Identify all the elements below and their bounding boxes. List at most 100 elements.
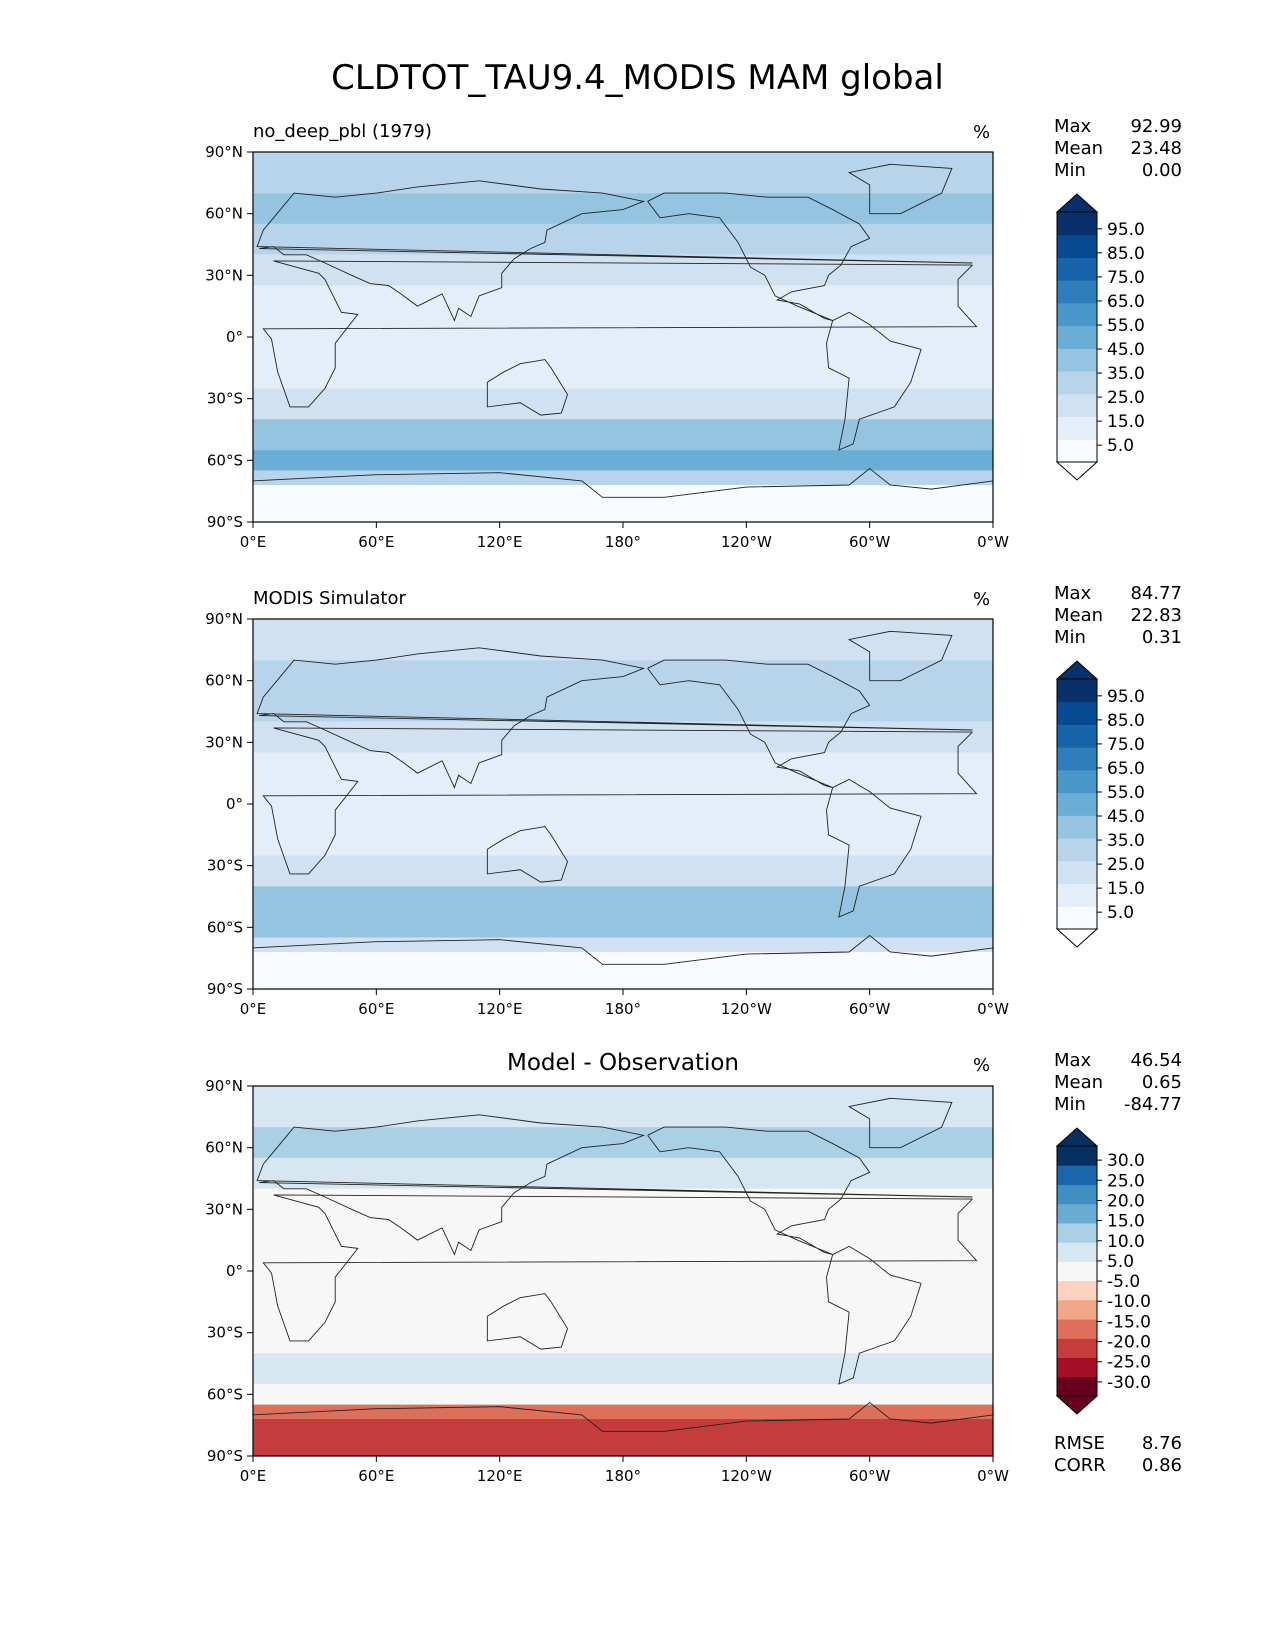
colorbar-segment xyxy=(1057,701,1097,725)
y-tick-label: 60°S xyxy=(207,918,243,936)
x-tick-label: 0°W xyxy=(977,1000,1009,1017)
colorbar-frame xyxy=(1056,211,1098,463)
colorbar-segment xyxy=(1057,1165,1097,1185)
colorbar-tick-label: -15.0 xyxy=(1107,1312,1151,1332)
coastline xyxy=(847,1097,953,1149)
panel-1-units: % xyxy=(973,122,991,143)
y-tick-label: 60°N xyxy=(205,672,243,690)
y-tick-label: 90°S xyxy=(207,513,243,531)
coastline xyxy=(847,630,953,682)
colorbar-tick-label: 75.0 xyxy=(1107,268,1145,288)
colorbar-extend-bottom xyxy=(1055,461,1099,481)
stat-min-value: 0.00 xyxy=(1141,160,1182,181)
stat-mean-value: 22.83 xyxy=(1130,605,1182,626)
field-band xyxy=(253,316,993,358)
panel-1-map: 90°N 60°N 30°N 0° 30°S 60°S 90°S 0°E 60°E 120°E 18… xyxy=(205,143,1009,550)
colorbar-segment xyxy=(1057,1184,1097,1205)
y-tick-label: 30°S xyxy=(207,1324,243,1342)
stat-mean-label: Mean xyxy=(1054,605,1104,626)
colorbar-tick-label: 10.0 xyxy=(1107,1232,1145,1252)
coastline xyxy=(262,1194,978,1342)
field-band xyxy=(253,254,993,286)
colorbar-tick-label: 75.0 xyxy=(1107,735,1145,755)
x-tick-label: 0°W xyxy=(977,1467,1009,1484)
coastline xyxy=(486,826,568,883)
y-tick-label: 0° xyxy=(226,328,243,346)
field-band xyxy=(253,752,993,784)
stat-max-label: Max xyxy=(1054,1050,1092,1071)
colorbar-segment xyxy=(1057,234,1097,258)
colorbar-tick-label: 95.0 xyxy=(1107,220,1145,240)
colorbar-segment xyxy=(1057,1222,1097,1243)
panel-2-units: % xyxy=(973,589,991,610)
field-band xyxy=(253,1086,993,1128)
colorbar-tick-label: -10.0 xyxy=(1107,1292,1151,1312)
colorbar-segment xyxy=(1057,1376,1097,1397)
colorbar-segment xyxy=(1057,371,1097,395)
panel-3-title: Model - Observation xyxy=(506,1050,740,1076)
colorbar-tick-label: 35.0 xyxy=(1107,364,1145,384)
y-tick-label: 60°S xyxy=(207,1385,243,1403)
y-tick-label: 30°N xyxy=(205,733,243,751)
colorbar-segment xyxy=(1057,883,1097,907)
stat-min-label: Min xyxy=(1054,160,1086,181)
colorbar-segment xyxy=(1057,838,1097,862)
panel-2-title: MODIS Simulator xyxy=(253,588,406,609)
field-band xyxy=(253,193,993,224)
colorbar-tick-label: 15.0 xyxy=(1107,879,1145,899)
colorbar-segment xyxy=(1057,679,1097,703)
field-band xyxy=(253,419,993,451)
field-band xyxy=(253,952,993,989)
x-tick-label: 180° xyxy=(605,533,641,550)
colorbar-tick-label: 85.0 xyxy=(1107,711,1145,731)
stat-max-value: 92.99 xyxy=(1130,116,1182,137)
colorbar-tick-label: 15.0 xyxy=(1107,1212,1145,1232)
colorbar-tick-label: -20.0 xyxy=(1107,1333,1151,1353)
stat-max-value: 46.54 xyxy=(1130,1050,1182,1071)
colorbar-tick-label: 5.0 xyxy=(1107,1252,1134,1272)
coastline xyxy=(826,1245,922,1385)
x-tick-label: 60°E xyxy=(358,1467,394,1484)
y-tick-label: 30°N xyxy=(205,266,243,284)
stat-max-label: Max xyxy=(1054,116,1092,137)
coastline xyxy=(486,1293,568,1350)
field-band xyxy=(253,855,993,887)
field-band xyxy=(253,388,993,420)
coastline xyxy=(647,192,871,321)
colorbar-tick-label: 45.0 xyxy=(1107,340,1145,360)
x-tick-label: 180° xyxy=(605,1467,641,1484)
coastline xyxy=(847,163,953,215)
colorbar-segment xyxy=(1057,1280,1097,1301)
field-band xyxy=(253,937,993,952)
coastline xyxy=(253,934,993,965)
colorbar-segment xyxy=(1057,393,1097,418)
coastline xyxy=(256,180,973,322)
panel-3-units: % xyxy=(973,1055,991,1076)
colorbar-segment xyxy=(1057,860,1097,885)
y-tick-label: 90°N xyxy=(205,610,243,628)
colorbar-tick-label: 25.0 xyxy=(1107,388,1145,408)
y-tick-label: 0° xyxy=(226,795,243,813)
field-band xyxy=(253,690,993,722)
colorbar-extend-top xyxy=(1055,193,1099,213)
colorbar-segment xyxy=(1057,257,1097,281)
colorbar-segment xyxy=(1057,212,1097,236)
field-band xyxy=(253,470,993,485)
colorbar-frame xyxy=(1056,678,1098,930)
colorbar-tick-label: 65.0 xyxy=(1107,759,1145,779)
corr-label: CORR xyxy=(1054,1455,1106,1476)
y-tick-label: 30°N xyxy=(205,1200,243,1218)
colorbar-frame xyxy=(1056,1145,1098,1397)
colorbar-tick-label: 20.0 xyxy=(1107,1191,1145,1211)
coastline xyxy=(647,659,871,788)
x-tick-label: 120°W xyxy=(721,533,772,550)
colorbar-tick-label: 85.0 xyxy=(1107,244,1145,264)
colorbar-segment xyxy=(1057,1299,1097,1320)
field-band xyxy=(253,1157,993,1189)
stat-mean-value: 0.65 xyxy=(1141,1072,1182,1093)
field-band xyxy=(253,721,993,753)
field-band xyxy=(253,1419,993,1456)
colorbar-extend-bottom xyxy=(1055,1395,1099,1415)
colorbar-segment xyxy=(1057,906,1097,930)
rmse-label: RMSE xyxy=(1054,1433,1105,1454)
